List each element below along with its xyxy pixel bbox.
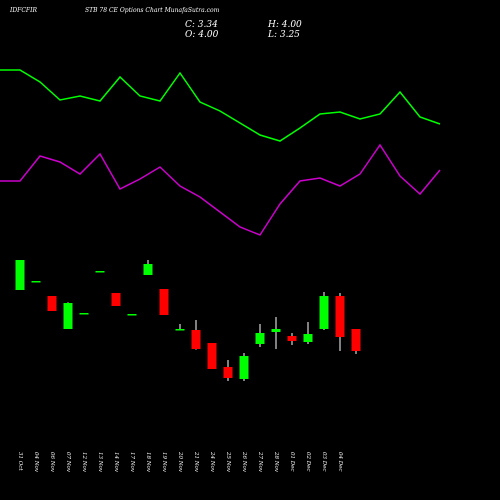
candle-body (143, 264, 153, 275)
x-tick-label: 06 Nov (49, 452, 55, 473)
candle-body (127, 314, 137, 316)
x-tick-label: 04 Dec (337, 452, 343, 472)
ohlc-open: O: 4.00 (185, 30, 219, 40)
candle-body (319, 296, 329, 329)
candle-body (287, 336, 297, 341)
candle-body (303, 334, 313, 342)
candle-body (79, 313, 89, 315)
candle-body (351, 329, 361, 351)
ohlc-low: L: 3.25 (267, 30, 300, 40)
candle-body (175, 329, 185, 331)
chart-subtitle: STB 78 CE Options Chart MunafaSutra.com (85, 7, 220, 14)
candle-body (271, 329, 281, 332)
x-tick-label: 12 Nov (81, 452, 87, 473)
candle-body (207, 343, 217, 369)
candle-body (191, 330, 201, 349)
x-tick-label: 03 Dec (321, 452, 327, 472)
x-tick-label: 01 Dec (289, 452, 295, 472)
ohlc-high: H: 4.00 (267, 20, 302, 30)
x-tick-label: 13 Nov (97, 452, 103, 473)
candle-body (255, 333, 265, 344)
ohlc-close: C: 3.34 (185, 20, 218, 30)
x-tick-label: 14 Nov (113, 452, 119, 473)
x-tick-label: 26 Nov (241, 451, 247, 473)
x-tick-label: 25 Nov (225, 451, 231, 473)
candle-body (15, 260, 25, 290)
x-tick-label: 28 Nov (273, 451, 279, 473)
candle-body (111, 293, 121, 306)
x-tick-label: 02 Dec (305, 452, 311, 472)
chart-title: IDFCFIR (9, 7, 37, 14)
x-tick-label: 24 Nov (209, 451, 215, 473)
x-tick-label: 20 Nov (177, 451, 183, 473)
x-tick-label: 21 Nov (193, 451, 199, 473)
x-tick-label: 04 Nov (33, 452, 39, 473)
x-tick-label: 17 Nov (129, 452, 135, 473)
candle-body (159, 289, 169, 315)
indicator-line (0, 69, 441, 142)
candle-body (31, 281, 41, 283)
x-tick-label: 31 Oct (17, 452, 23, 471)
x-tick-label: 07 Nov (65, 452, 71, 473)
x-tick-label: 27 Nov (257, 451, 263, 473)
candle-body (95, 271, 105, 273)
candle-body (223, 367, 233, 378)
candle-body (335, 296, 345, 337)
x-tick-label: 19 Nov (161, 452, 167, 473)
indicator-line (0, 143, 441, 236)
candle-body (239, 356, 249, 379)
candle-body (63, 303, 73, 329)
candle-body (47, 296, 57, 311)
x-tick-label: 18 Nov (145, 452, 151, 473)
